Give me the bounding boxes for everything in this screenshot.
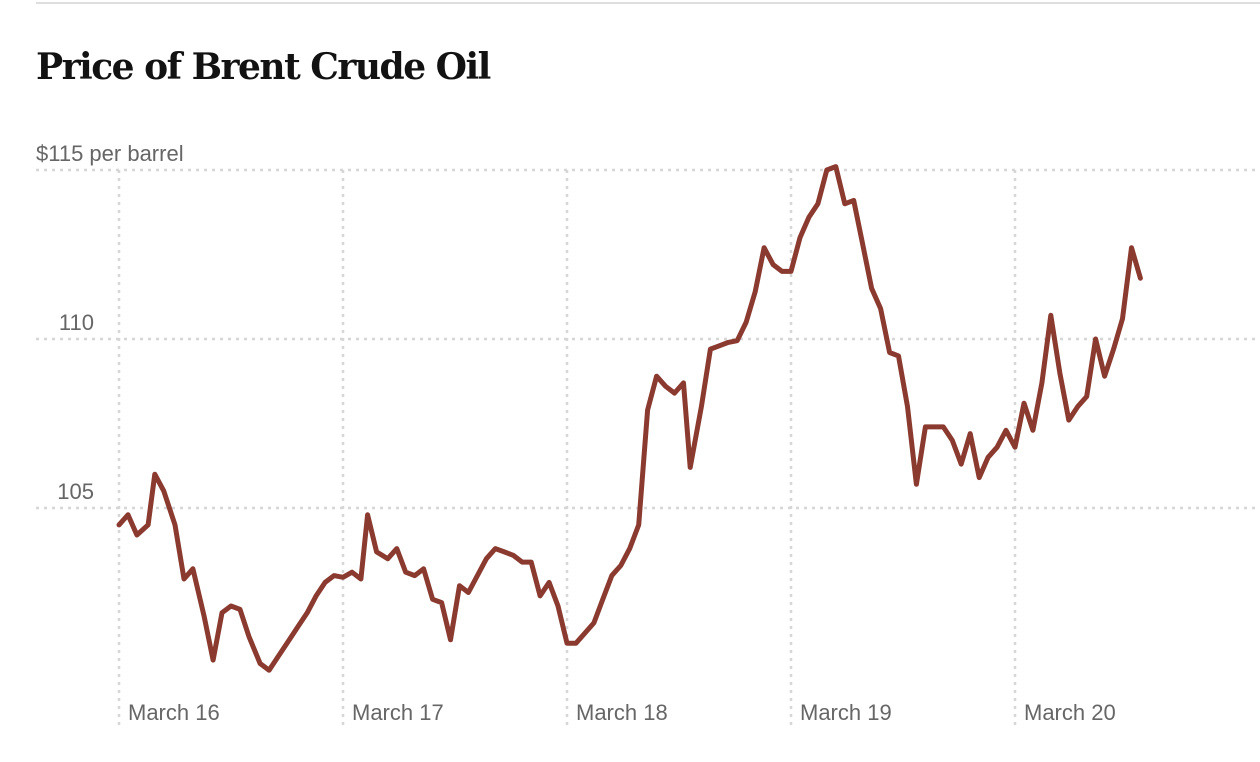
x-axis-labels: March 16 March 17 March 18 March 19 March 20 — [128, 700, 1116, 725]
x-tick-label: March 17 — [352, 700, 444, 725]
x-tick-label: March 18 — [576, 700, 668, 725]
y-tick-label: $115 per barrel — [36, 141, 184, 166]
x-tick-label: March 16 — [128, 700, 220, 725]
y-gridlines — [36, 168, 1260, 510]
series-line — [116, 164, 1143, 673]
y-tick-label: 110 — [59, 310, 94, 335]
y-axis-labels: $115 per barrel 110 105 — [36, 141, 184, 504]
series-group — [116, 164, 1143, 673]
x-tick-label: March 20 — [1024, 700, 1116, 725]
x-tick-label: March 19 — [800, 700, 892, 725]
chart-title: Price of Brent Crude Oil — [36, 46, 491, 88]
top-rule — [36, 2, 1260, 4]
y-tick-label: 105 — [57, 479, 94, 504]
